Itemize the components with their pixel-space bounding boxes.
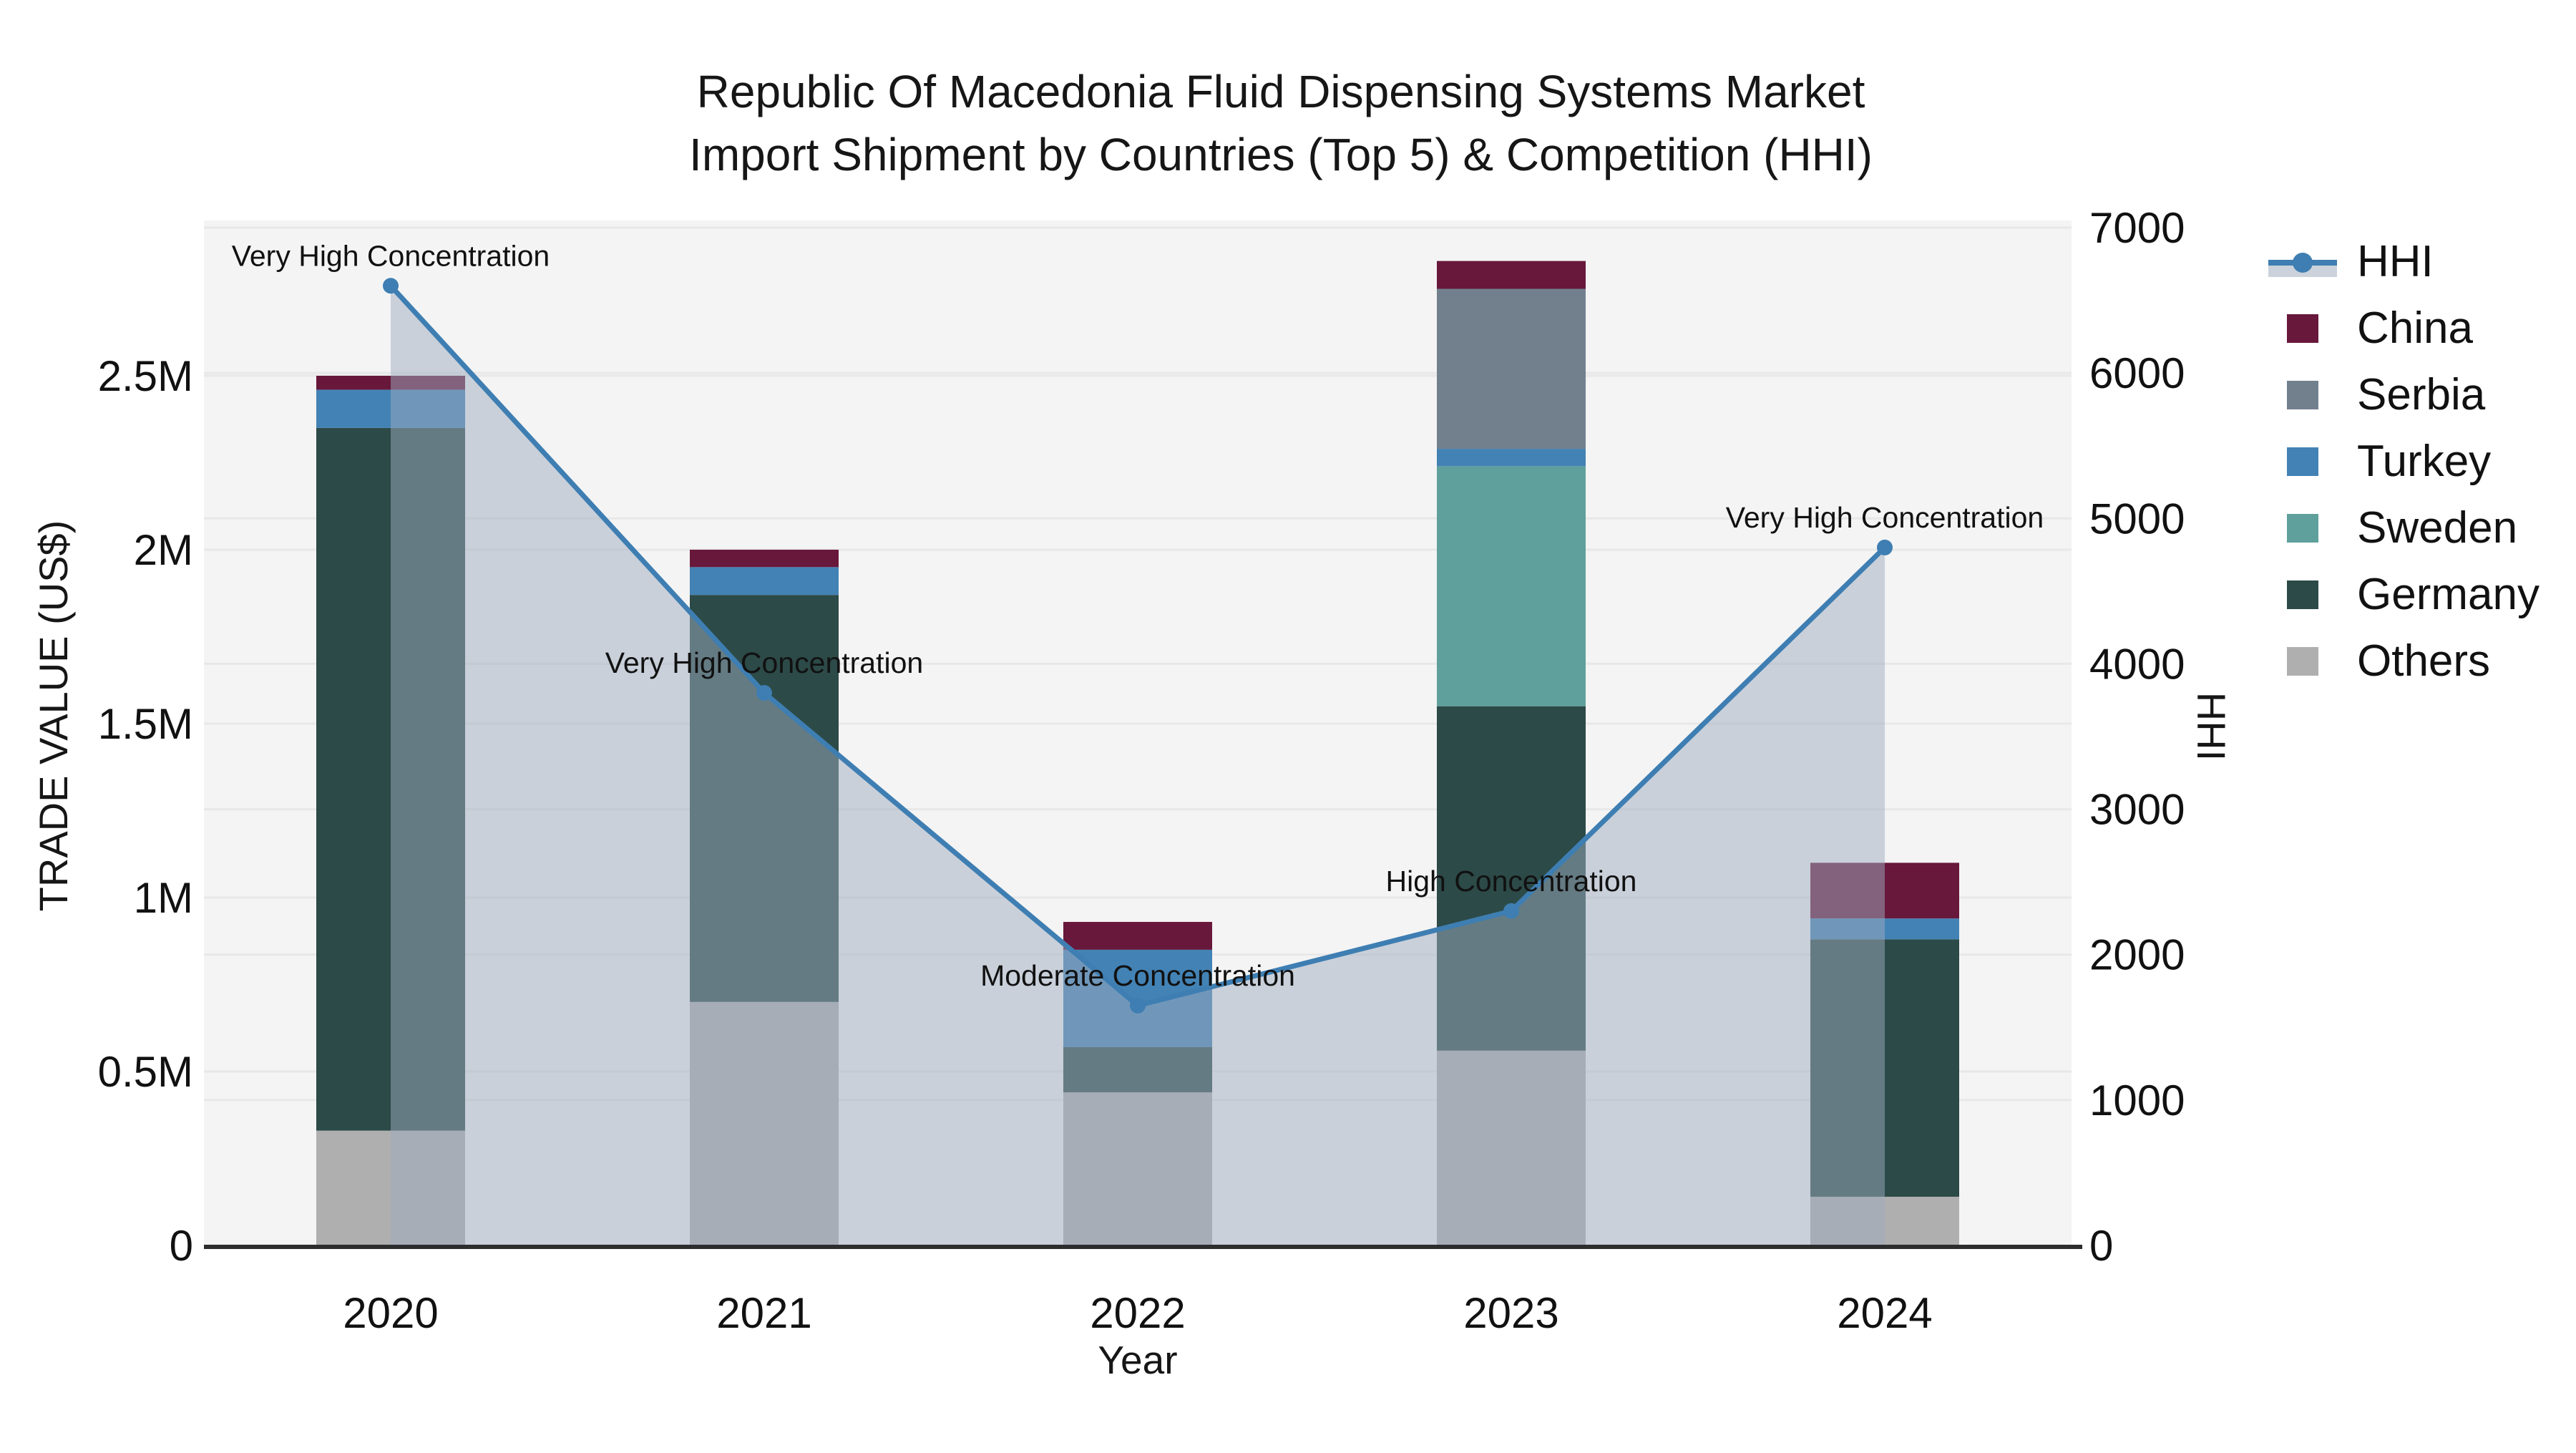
bar-segment-china-2021[interactable] bbox=[690, 550, 839, 568]
hhi-marker-2023[interactable] bbox=[1503, 903, 1519, 919]
x-tick-2024: 2024 bbox=[1837, 1289, 1932, 1337]
x-tick-2023: 2023 bbox=[1463, 1289, 1558, 1337]
serbia-swatch-icon bbox=[2268, 380, 2337, 409]
legend-item-others[interactable]: Others bbox=[2268, 628, 2540, 694]
annotation-2023: High Concentration bbox=[1386, 865, 1637, 898]
hhi-marker-2020[interactable] bbox=[383, 278, 399, 294]
y-right-tick-5000: 5000 bbox=[2089, 495, 2185, 543]
legend-item-label: HHI bbox=[2357, 237, 2434, 286]
color-swatch bbox=[2287, 380, 2318, 409]
y-right-tick-7000: 7000 bbox=[2089, 204, 2185, 252]
china-swatch-icon bbox=[2268, 314, 2337, 343]
bar-segment-sweden-2023[interactable] bbox=[1437, 466, 1586, 706]
hhi-marker-2022[interactable] bbox=[1130, 997, 1146, 1014]
annotation-2024: Very High Concentration bbox=[1726, 501, 2044, 534]
y-left-axis-title: TRADE VALUE (US$) bbox=[31, 520, 76, 912]
turkey-swatch-icon bbox=[2268, 447, 2337, 476]
color-swatch bbox=[2287, 314, 2318, 343]
annotation-2021: Very High Concentration bbox=[605, 646, 923, 679]
legend: HHI China Serbia Turkey Sweden Germany Others bbox=[2268, 228, 2540, 694]
chart-title: Republic Of Macedonia Fluid Dispensing S… bbox=[351, 60, 2211, 186]
legend-item-hhi[interactable]: HHI bbox=[2268, 228, 2540, 295]
germany-swatch-icon bbox=[2268, 580, 2337, 609]
bar-segment-turkey-2023[interactable] bbox=[1437, 449, 1586, 467]
hhi-area-fill bbox=[391, 286, 1885, 1246]
legend-item-label: Turkey bbox=[2357, 437, 2492, 486]
x-tick-2020: 2020 bbox=[343, 1289, 438, 1337]
y-right-tick-6000: 6000 bbox=[2089, 349, 2185, 397]
annotation-2020: Very High Concentration bbox=[232, 239, 550, 272]
x-tick-2021: 2021 bbox=[716, 1289, 811, 1337]
x-axis-title: Year bbox=[1098, 1338, 1178, 1382]
color-swatch bbox=[2287, 513, 2318, 543]
y-left-tick-1M: 1M bbox=[134, 874, 193, 922]
y-left-tick-2M: 2M bbox=[134, 526, 193, 574]
legend-item-china[interactable]: China bbox=[2268, 295, 2540, 361]
y-right-tick-3000: 3000 bbox=[2089, 786, 2185, 834]
bar-segment-china-2023[interactable] bbox=[1437, 261, 1586, 289]
legend-item-label: Others bbox=[2357, 636, 2491, 686]
y-left-tick-1.5M: 1.5M bbox=[98, 700, 193, 748]
y-left-tick-2.5M: 2.5M bbox=[98, 352, 193, 400]
annotation-2022: Moderate Concentration bbox=[980, 959, 1295, 992]
legend-item-label: Germany bbox=[2357, 570, 2540, 619]
bar-segment-serbia-2023[interactable] bbox=[1437, 288, 1586, 449]
y-right-tick-1000: 1000 bbox=[2089, 1077, 2185, 1124]
y-left-tick-0.5M: 0.5M bbox=[98, 1048, 193, 1096]
bar-segment-turkey-2021[interactable] bbox=[690, 567, 839, 596]
legend-item-germany[interactable]: Germany bbox=[2268, 561, 2540, 628]
legend-item-turkey[interactable]: Turkey bbox=[2268, 428, 2540, 495]
hhi-line-sample-icon bbox=[2268, 242, 2337, 282]
y-right-tick-0: 0 bbox=[2089, 1222, 2113, 1270]
y-right-tick-2000: 2000 bbox=[2089, 931, 2185, 979]
y-right-axis-title: HHI bbox=[2189, 691, 2234, 762]
color-swatch bbox=[2287, 447, 2318, 476]
legend-item-sweden[interactable]: Sweden bbox=[2268, 495, 2540, 561]
legend-item-label: China bbox=[2357, 303, 2473, 353]
chart-title-line1: Republic Of Macedonia Fluid Dispensing S… bbox=[696, 66, 1865, 117]
sweden-swatch-icon bbox=[2268, 513, 2337, 543]
x-tick-2022: 2022 bbox=[1090, 1289, 1185, 1337]
others-swatch-icon bbox=[2268, 646, 2337, 676]
color-swatch bbox=[2287, 580, 2318, 609]
legend-item-serbia[interactable]: Serbia bbox=[2268, 361, 2540, 428]
y-left-tick-0: 0 bbox=[170, 1222, 193, 1270]
y-right-tick-4000: 4000 bbox=[2089, 640, 2185, 688]
legend-item-label: Serbia bbox=[2357, 370, 2486, 419]
chart-title-line2: Import Shipment by Countries (Top 5) & C… bbox=[689, 129, 1873, 180]
color-swatch bbox=[2287, 646, 2318, 676]
legend-item-label: Sweden bbox=[2357, 503, 2518, 553]
hhi-marker-2024[interactable] bbox=[1877, 539, 1893, 555]
bar-segment-china-2022[interactable] bbox=[1063, 922, 1212, 950]
hhi-marker-2021[interactable] bbox=[756, 685, 772, 701]
